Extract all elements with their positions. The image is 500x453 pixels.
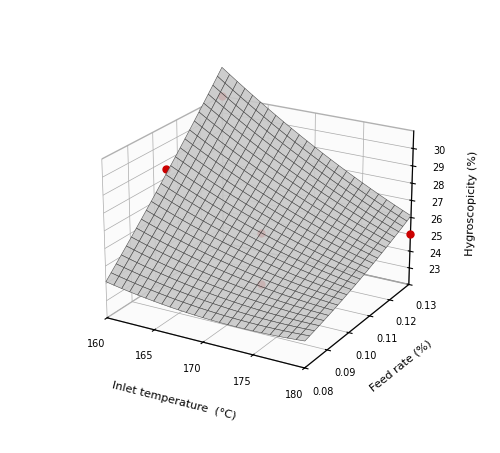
X-axis label: Inlet temperature  (°C): Inlet temperature (°C) bbox=[112, 381, 238, 421]
Y-axis label: Feed rate (%): Feed rate (%) bbox=[368, 338, 433, 394]
